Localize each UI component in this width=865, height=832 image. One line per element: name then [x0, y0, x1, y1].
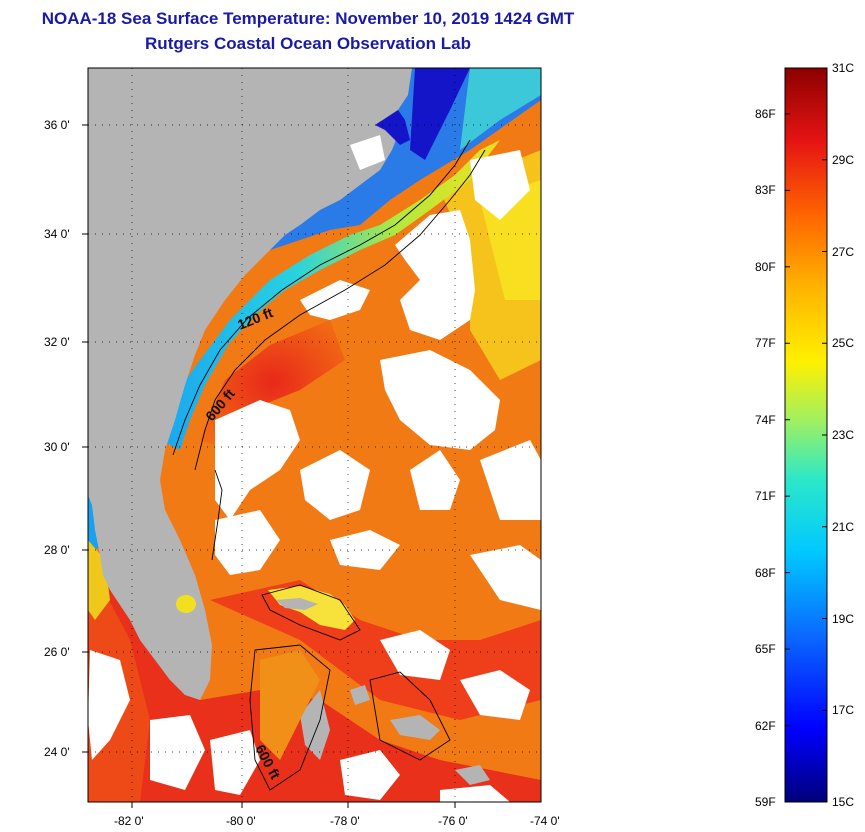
colorbar-celsius-label: 15C — [832, 795, 855, 809]
lon-tick-label: -80 0' — [226, 814, 256, 828]
temperature-colorbar — [784, 67, 828, 803]
bahamas-islands — [260, 586, 490, 785]
sound-cold-water — [410, 68, 470, 160]
lat-tick-label: 34 0' — [44, 227, 70, 241]
colorbar-celsius-label: 25C — [832, 336, 855, 351]
colorbar-fahrenheit-label: 68F — [755, 565, 776, 580]
colorbar-celsius-label: 21C — [832, 519, 855, 534]
colorbar-fahrenheit-label: 83F — [755, 183, 776, 198]
lon-tick-label: -76 0' — [438, 814, 468, 828]
colorbar-fahrenheit-label: 74F — [755, 412, 776, 427]
map-subtitle: Rutgers Coastal Ocean Observation Lab — [145, 34, 471, 53]
lake-okeechobee — [176, 595, 196, 613]
lat-tick-label: 24 0' — [44, 745, 70, 759]
land-mainland — [88, 68, 412, 700]
lat-tick-label: 26 0' — [44, 645, 70, 659]
coastal-shelf-gradient — [160, 140, 500, 450]
colorbar-ticks — [785, 67, 827, 803]
colorbar-celsius-label: 31C — [832, 61, 855, 75]
lon-tick-label: -74 0' — [530, 814, 560, 828]
colorbar-fahrenheit-label: 59F — [755, 795, 776, 809]
lat-tick-label: 28 0' — [44, 543, 70, 557]
colorbar-fahrenheit-label: 80F — [755, 259, 776, 274]
lat-tick-label: 32 0' — [44, 335, 70, 349]
colorbar-celsius-label: 23C — [832, 428, 855, 442]
colorbar-fahrenheit-label: 62F — [755, 718, 776, 733]
isobath-contours — [172, 139, 486, 791]
lat-tick-label: 30 0' — [44, 440, 70, 454]
bahamas-warm-water — [210, 580, 541, 720]
lon-tick-label: -78 0' — [330, 814, 360, 828]
colorbar-fahrenheit-label: 77F — [755, 336, 776, 351]
map-area: 120 ft 600 ft 600 ft — [88, 68, 541, 802]
colorbar-fahrenheit-label: 86F — [755, 106, 776, 121]
shelf-break-water — [460, 68, 541, 150]
colorbar-celsius-label: 27C — [832, 244, 855, 259]
colorbar-fahrenheit-label: 65F — [755, 642, 776, 657]
axis-ticks — [82, 124, 456, 808]
sound-water — [375, 110, 410, 145]
lon-tick-label: -82 0' — [114, 814, 144, 828]
colorbar-fahrenheit-label: 71F — [755, 489, 776, 504]
colorbar-celsius-label: 29C — [832, 152, 855, 167]
map-frame — [87, 67, 542, 803]
map-title: NOAA-18 Sea Surface Temperature: Novembe… — [41, 9, 575, 28]
lat-tick-label: 36 0' — [44, 118, 70, 132]
colorbar-celsius-label: 17C — [832, 703, 855, 718]
colorbar-celsius-label: 19C — [832, 611, 855, 626]
cloud-mask — [88, 135, 541, 802]
